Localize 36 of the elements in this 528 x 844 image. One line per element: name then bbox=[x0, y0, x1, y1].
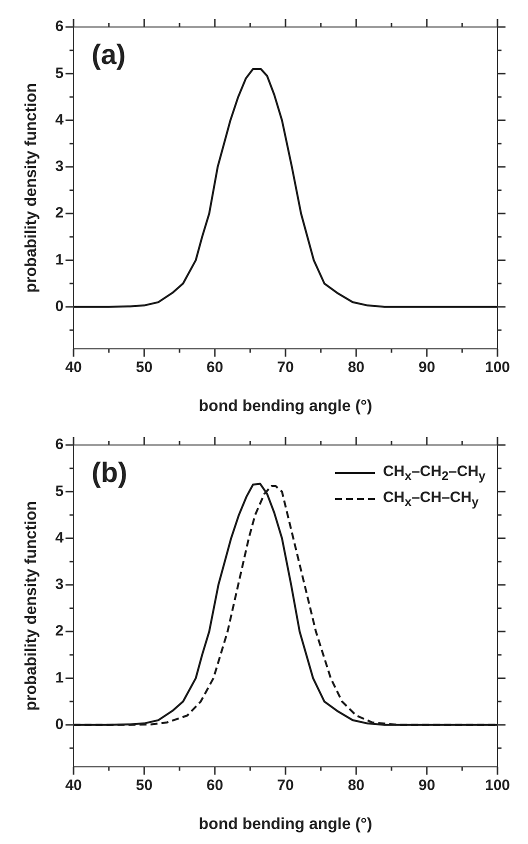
y-tick-label: 0 bbox=[55, 716, 64, 733]
y-tick-label: 2 bbox=[55, 622, 64, 640]
x-tick-label: 70 bbox=[277, 358, 294, 376]
y-tick-label: 6 bbox=[55, 18, 64, 36]
y-tick-label: 2 bbox=[55, 204, 64, 222]
y-tick-label: 5 bbox=[55, 64, 64, 82]
y-tick-label: 6 bbox=[55, 436, 64, 454]
x-tick-label: 100 bbox=[484, 776, 510, 794]
x-tick-label: 80 bbox=[348, 776, 365, 794]
y-axis-title: probability density function bbox=[23, 501, 40, 711]
x-tick-label: 90 bbox=[418, 358, 436, 376]
x-tick-label: 80 bbox=[348, 358, 365, 376]
x-tick-label: 40 bbox=[65, 358, 82, 376]
x-axis-title: bond bending angle (°) bbox=[198, 398, 372, 415]
x-tick-label: 60 bbox=[206, 776, 224, 794]
legend-label: CH$_{x}$–CH–CH$_{y}$ bbox=[382, 489, 479, 509]
y-tick-label: 0 bbox=[55, 298, 64, 315]
y-tick-label: 3 bbox=[55, 158, 64, 176]
legend-label: CH$_{x}$–CH$_{2}$–CH$_{y}$ bbox=[382, 463, 486, 483]
x-axis-title: bond bending angle (°) bbox=[198, 816, 372, 833]
x-tick-label: 90 bbox=[418, 776, 436, 794]
chart-title: (a) bbox=[92, 39, 126, 71]
y-tick-label: 1 bbox=[55, 251, 64, 268]
x-tick-label: 50 bbox=[136, 358, 153, 376]
y-tick-label: 1 bbox=[55, 669, 64, 686]
x-tick-label: 40 bbox=[65, 776, 82, 794]
x-tick-label: 50 bbox=[136, 776, 153, 794]
x-tick-label: 100 bbox=[484, 358, 510, 376]
y-axis-title: probability density function bbox=[23, 83, 40, 293]
x-tick-label: 60 bbox=[206, 358, 224, 376]
chart-title: (b) bbox=[92, 457, 128, 489]
y-tick-label: 4 bbox=[55, 529, 64, 546]
y-tick-label: 5 bbox=[55, 482, 64, 500]
y-tick-label: 3 bbox=[55, 576, 64, 594]
x-tick-label: 70 bbox=[277, 776, 294, 794]
y-tick-label: 4 bbox=[55, 111, 64, 128]
